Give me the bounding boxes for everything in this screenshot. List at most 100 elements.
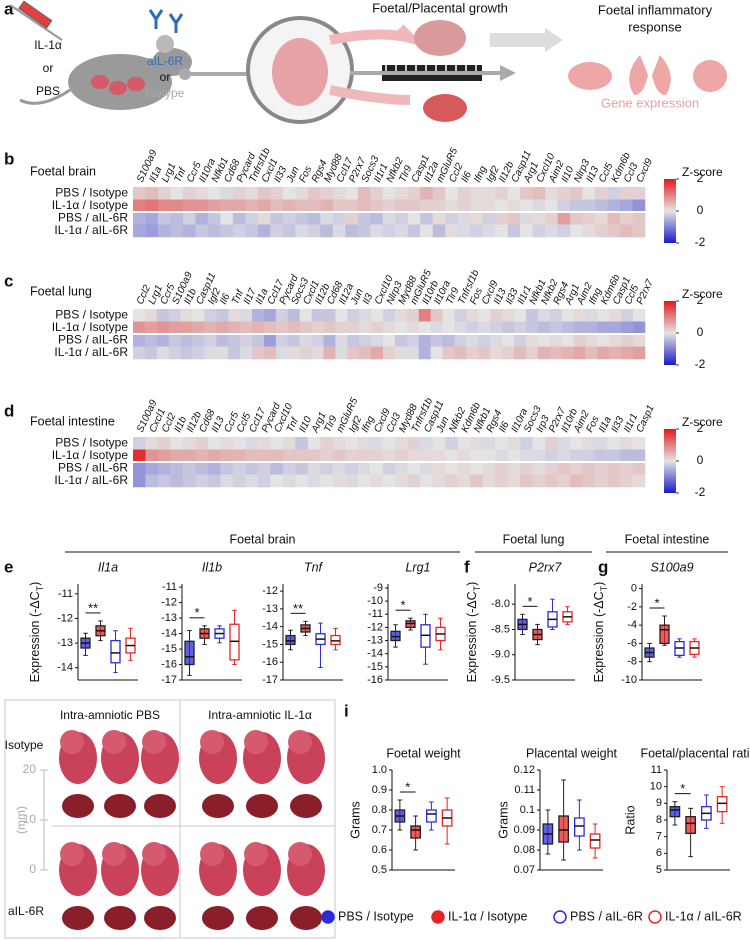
- heatmap-cell: [144, 346, 158, 360]
- heatmap-cell: [204, 334, 217, 347]
- y-tick-label: -12: [262, 585, 278, 597]
- heatmap-cell: [359, 321, 372, 335]
- heatmap-cell: [357, 437, 371, 450]
- heatmap-cell: [445, 212, 458, 225]
- heatmap-cell: [232, 449, 246, 463]
- heatmap-cell: [282, 199, 296, 213]
- heatmap-cell: [182, 212, 196, 225]
- legend-marker: [431, 910, 445, 924]
- heatmap-cell: [470, 474, 483, 488]
- heatmap-cell: [252, 309, 265, 322]
- heatmap-cell: [432, 199, 446, 213]
- y-tick-label: -13: [262, 603, 278, 615]
- heatmap-cell: [370, 437, 384, 450]
- heatmap-cell: [507, 187, 521, 200]
- heatmap-cell: [490, 309, 503, 322]
- box: [716, 796, 728, 813]
- heatmap-cell: [359, 309, 372, 322]
- heatmap-cell: [320, 199, 334, 213]
- y-tick-label: 0.1: [520, 804, 535, 816]
- heatmap-cell: [525, 334, 539, 347]
- plot-title: Foetal weight: [386, 746, 461, 760]
- heatmap-cell: [478, 346, 491, 360]
- panel-letter: i: [344, 701, 349, 720]
- heatmap-cell: [490, 334, 503, 347]
- heatmap-cell: [323, 309, 336, 322]
- mouse-ear: [156, 35, 174, 53]
- heatmap-cell: [170, 212, 184, 225]
- heatmap-cell: [537, 346, 551, 360]
- heatmap-cell: [495, 224, 508, 238]
- placenta: [144, 906, 176, 930]
- y-tick-label: -14: [161, 627, 177, 639]
- heatmap-cell: [228, 321, 241, 335]
- box: [574, 817, 585, 837]
- heatmap-cell: [182, 474, 196, 488]
- y-tick-label: 11: [651, 764, 662, 776]
- heatmap-cell: [432, 212, 446, 225]
- panel-letter: g: [598, 557, 608, 576]
- heatmap-cell: [470, 462, 483, 475]
- placenta: [246, 906, 278, 930]
- y-tick-label: 0.08: [514, 844, 535, 856]
- arrow-head: [500, 65, 516, 81]
- heatmap-cell: [168, 321, 181, 335]
- heatmap-cell: [607, 462, 621, 475]
- heatmap-cell: [633, 346, 646, 360]
- heatmap-cell: [595, 462, 608, 475]
- heatmap-cell: [532, 437, 546, 450]
- heatmap-cell: [621, 309, 634, 322]
- heatmap-cell: [170, 449, 184, 463]
- heatmap-cell: [332, 187, 346, 200]
- y-tick-label: -13: [161, 612, 177, 624]
- heatmap-cell: [418, 321, 431, 335]
- y-tick-label: -13: [57, 637, 73, 649]
- heatmap-cell: [216, 321, 229, 335]
- heatmap-cell: [418, 309, 431, 322]
- heatmap-cell: [394, 334, 408, 347]
- heatmap-cell: [299, 309, 312, 322]
- heatmap-cell: [557, 437, 571, 450]
- heatmap-cell: [144, 321, 158, 335]
- heatmap-cell: [195, 199, 209, 213]
- heatmap-cell: [232, 474, 246, 488]
- heatmap-cell: [370, 474, 384, 488]
- heatmap-cell: [295, 449, 309, 463]
- label-close: ): [592, 582, 606, 586]
- y-tick-label: -9: [373, 582, 383, 594]
- heatmap-cell: [609, 346, 622, 360]
- heatmap-cell: [557, 212, 571, 225]
- y-axis-label: Expression (-ΔCT): [28, 582, 45, 683]
- heatmap-cell: [457, 474, 471, 488]
- heatmap-cell: [514, 346, 527, 360]
- heatmap-cell: [320, 187, 334, 200]
- heatmap-cell: [133, 462, 146, 475]
- heatmap-cell: [620, 187, 633, 200]
- heatmap-cell: [502, 309, 515, 322]
- heatmap-cell: [170, 224, 184, 238]
- y-tick-label: 0.12: [514, 764, 535, 776]
- heatmap-cell: [570, 474, 583, 488]
- heatmap-cell: [270, 474, 284, 488]
- heatmap-cell: [182, 199, 196, 213]
- heatmap-cell: [573, 321, 586, 335]
- heatmap-cell: [204, 309, 217, 322]
- heatmap-cell: [466, 346, 479, 360]
- heatmap-cell: [406, 321, 420, 335]
- heatmap-cell: [470, 212, 483, 225]
- heatmap-cell: [597, 346, 610, 360]
- heatmap-cell: [445, 462, 458, 475]
- heatmap-cell: [407, 474, 421, 488]
- heatmap-cell: [620, 212, 633, 225]
- colorbar-tick-label: -2: [695, 485, 706, 499]
- heatmap-cell: [532, 462, 546, 475]
- heatmap-cell: [245, 437, 259, 450]
- heatmap-cell: [597, 321, 610, 335]
- heatmap-cell: [383, 309, 396, 322]
- heatmap-cell: [430, 321, 443, 335]
- heatmap-cell: [470, 449, 483, 463]
- heatmap-cell: [133, 187, 146, 200]
- legend-label: IL-1α / aIL-6R: [665, 909, 742, 923]
- heatmap-cell: [170, 462, 184, 475]
- heatmap-cell: [270, 212, 284, 225]
